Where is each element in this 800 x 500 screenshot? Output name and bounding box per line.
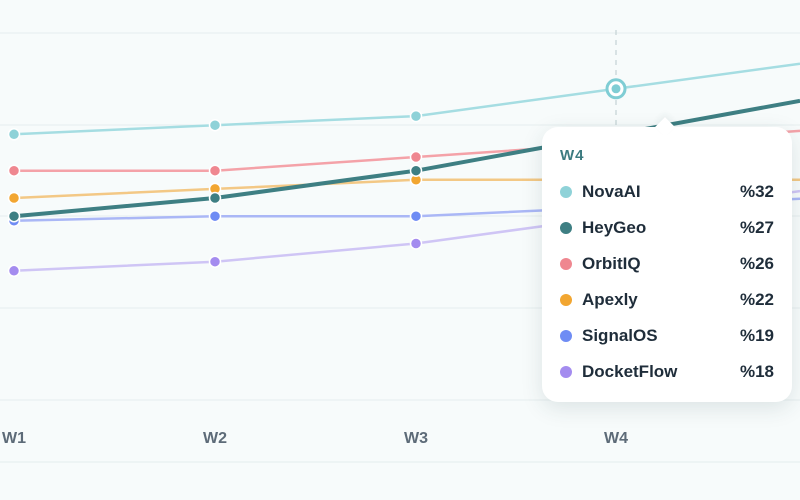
- tooltip-series-value: %27: [739, 218, 774, 237]
- tooltip-row: NovaAI %32: [560, 174, 774, 210]
- series-color-dot: [560, 186, 572, 198]
- series-color-dot: [560, 258, 572, 270]
- tooltip-row: SignalOS %19: [560, 318, 774, 354]
- novaai-point[interactable]: [208, 118, 222, 132]
- tooltip-series-value: %22: [739, 290, 774, 309]
- x-axis-ticks: W1 W2 W3 W4: [2, 430, 628, 447]
- docketflow-point[interactable]: [208, 255, 222, 268]
- orbitiq-point[interactable]: [208, 164, 222, 177]
- x-tick-label: W3: [404, 430, 428, 447]
- tooltip-series-value: %18: [739, 362, 774, 381]
- signalos-point[interactable]: [409, 209, 423, 223]
- tooltip-row: HeyGeo %27: [560, 210, 774, 246]
- tooltip-series-name: OrbitIQ: [582, 254, 641, 273]
- tooltip-series-name: Apexly: [582, 290, 638, 309]
- hover-tooltip: W4 NovaAI %32 HeyGeo %27 OrbitIQ %26 Ape…: [542, 127, 792, 402]
- heygeo-point[interactable]: [7, 209, 21, 223]
- tooltip-row: OrbitIQ %26: [560, 246, 774, 282]
- tooltip-series-name: NovaAI: [582, 182, 641, 201]
- novaai-point[interactable]: [409, 109, 423, 123]
- tooltip-series-value: %26: [739, 254, 774, 273]
- docketflow-point[interactable]: [7, 264, 21, 278]
- x-tick-label: W2: [203, 430, 227, 447]
- tooltip-row: DocketFlow %18: [560, 354, 774, 390]
- tooltip-series-name: SignalOS: [582, 326, 658, 345]
- tooltip-series-name: HeyGeo: [582, 218, 647, 237]
- series-points: [7, 78, 627, 278]
- orbitiq-point[interactable]: [409, 150, 423, 164]
- tooltip-row: Apexly %22: [560, 282, 774, 318]
- tooltip-series-value: %32: [739, 182, 774, 201]
- signalos-point[interactable]: [208, 209, 222, 223]
- series-color-dot: [560, 222, 572, 234]
- series-color-dot: [560, 294, 572, 306]
- series-color-dot: [560, 330, 572, 342]
- x-tick-label: W1: [2, 430, 26, 447]
- tooltip-series-value: %19: [739, 326, 774, 345]
- docketflow-point[interactable]: [409, 237, 423, 250]
- novaai-point[interactable]: [7, 128, 21, 141]
- tooltip-series-name: DocketFlow: [582, 362, 678, 381]
- tooltip-title: W4: [560, 147, 585, 164]
- heygeo-point[interactable]: [409, 164, 423, 177]
- series-color-dot: [560, 366, 572, 378]
- apexly-point[interactable]: [7, 191, 21, 205]
- heygeo-point[interactable]: [208, 191, 222, 205]
- x-tick-label: W4: [604, 430, 628, 447]
- novaai-point-active-core: [611, 84, 621, 94]
- orbitiq-point[interactable]: [7, 164, 21, 177]
